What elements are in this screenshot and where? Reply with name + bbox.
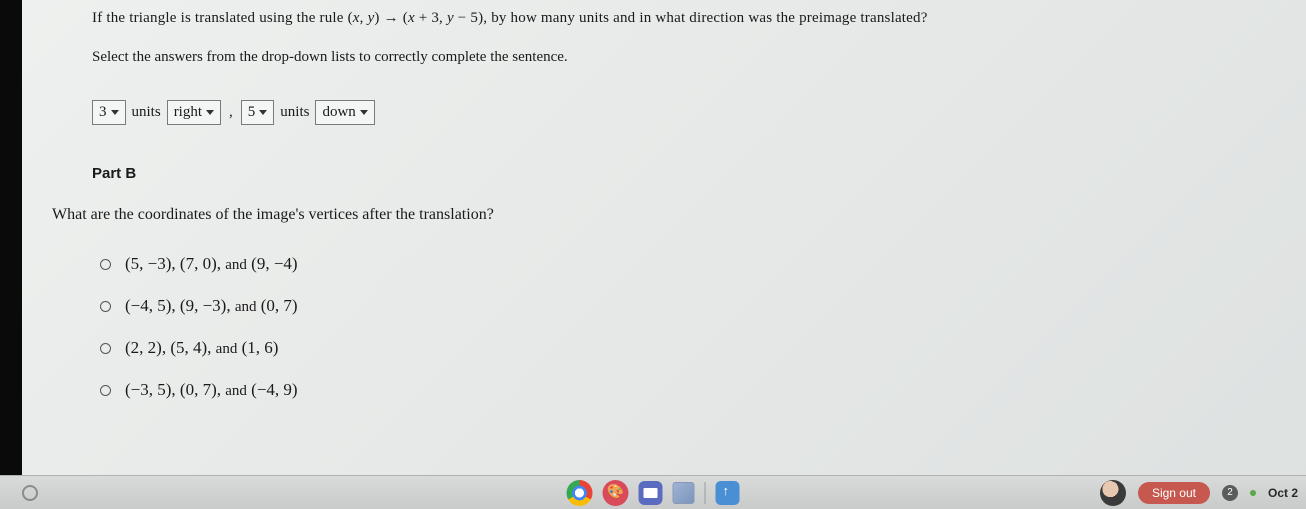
instruction-text: Select the answers from the drop-down li…	[92, 49, 1236, 66]
units-label-1: units	[132, 104, 161, 121]
chevron-down-icon	[111, 110, 119, 115]
dropdown-units-2[interactable]: 5	[241, 100, 275, 125]
chevron-down-icon	[360, 110, 368, 115]
options-list: (5, −3), (7, 0), and (9, −4) (−4, 5), (9…	[100, 254, 1236, 400]
avatar[interactable]	[1100, 480, 1126, 506]
radio-icon[interactable]	[100, 301, 111, 312]
part-b-heading: Part B	[92, 165, 1236, 182]
power-icon[interactable]	[22, 485, 38, 501]
notification-badge[interactable]: 2	[1222, 485, 1238, 501]
divider	[705, 482, 706, 504]
option-row[interactable]: (−4, 5), (9, −3), and (0, 7)	[100, 296, 1236, 316]
dropdown-units-1[interactable]: 3	[92, 100, 126, 125]
palette-icon[interactable]: 🎨	[603, 480, 629, 506]
option-row[interactable]: (2, 2), (5, 4), and (1, 6)	[100, 338, 1236, 358]
question-text: If the triangle is translated using the …	[92, 10, 1236, 27]
answer-dropdown-row: 3 units right , 5 units down	[92, 100, 1236, 125]
units-label-2: units	[280, 104, 309, 121]
upload-icon[interactable]	[716, 481, 740, 505]
date-label: Oct 2	[1268, 486, 1298, 500]
chevron-down-icon	[259, 110, 267, 115]
radio-icon[interactable]	[100, 259, 111, 270]
chevron-down-icon	[206, 110, 214, 115]
radio-icon[interactable]	[100, 343, 111, 354]
taskbar-apps: 🎨	[567, 480, 740, 506]
app-square-icon[interactable]	[673, 482, 695, 504]
chrome-icon[interactable]	[567, 480, 593, 506]
slides-icon[interactable]	[639, 481, 663, 505]
radio-icon[interactable]	[100, 385, 111, 396]
dropdown-direction-1[interactable]: right	[167, 100, 221, 125]
dropdown-direction-2[interactable]: down	[315, 100, 374, 125]
taskbar: 🎨 Sign out 2 Oct 2	[0, 475, 1306, 509]
option-row[interactable]: (−3, 5), (0, 7), and (−4, 9)	[100, 380, 1236, 400]
part-b-question: What are the coordinates of the image's …	[52, 206, 1236, 224]
option-row[interactable]: (5, −3), (7, 0), and (9, −4)	[100, 254, 1236, 274]
worksheet-page: If the triangle is translated using the …	[22, 0, 1306, 509]
comma: ,	[229, 104, 233, 121]
status-dot	[1250, 490, 1256, 496]
sign-out-button[interactable]: Sign out	[1138, 482, 1210, 504]
